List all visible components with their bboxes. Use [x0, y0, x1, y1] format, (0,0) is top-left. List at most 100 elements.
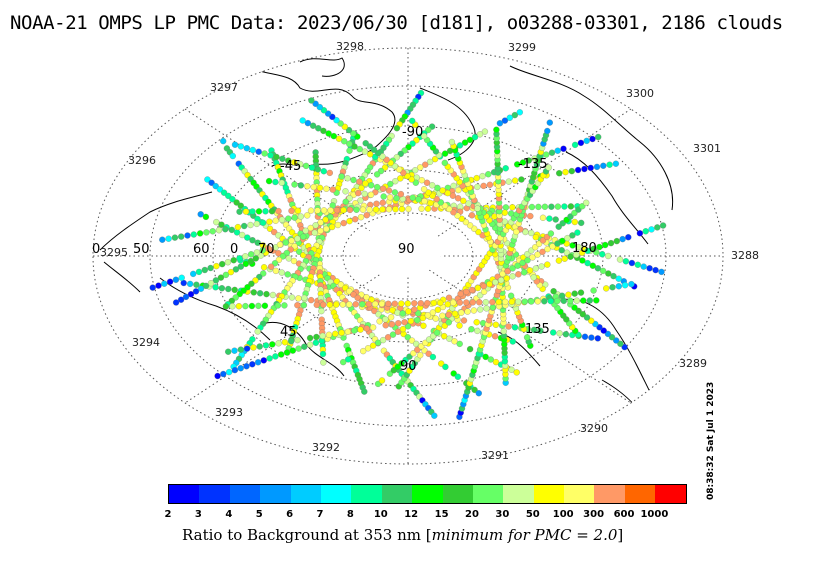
cloud-point	[500, 328, 507, 335]
cloud-point	[468, 326, 475, 333]
cloud-point	[446, 205, 453, 213]
cloud-point	[288, 207, 295, 215]
cloud-point	[186, 280, 194, 288]
cloud-point	[583, 314, 591, 321]
cloud-point	[559, 237, 566, 245]
cloud-point	[314, 166, 322, 173]
cloud-point	[209, 228, 216, 235]
cloud-point	[350, 291, 357, 298]
orbit-label-3295: 3295	[100, 246, 128, 259]
cloud-point	[567, 253, 574, 260]
cloud-point	[379, 199, 386, 206]
colorbar-cell	[594, 485, 625, 503]
cloud-point	[473, 174, 480, 182]
cloud-point	[508, 298, 515, 305]
cloud-point	[361, 148, 369, 155]
cloud-point	[505, 323, 512, 330]
colorbar-cell	[533, 485, 565, 503]
cloud-point	[578, 219, 585, 227]
lon-label-minus45: -45	[280, 159, 301, 174]
cloud-point	[400, 169, 407, 176]
colorbar-tick-label: 2	[164, 509, 172, 520]
cloud-point	[419, 314, 427, 322]
cloud-point	[217, 274, 225, 281]
cloud-point	[482, 353, 489, 361]
cloud-point	[333, 301, 340, 308]
cloud-point	[314, 207, 321, 214]
cloud-point	[207, 280, 215, 287]
cloud-point	[232, 266, 240, 273]
cloud-point	[411, 300, 418, 307]
cloud-point	[583, 137, 590, 145]
cloud-point	[547, 230, 555, 237]
cloud-point	[341, 123, 348, 130]
cloud-point	[439, 312, 446, 319]
cloud-point	[330, 132, 337, 140]
cloud-point	[307, 224, 314, 232]
cloud-point	[371, 307, 378, 315]
orbit-label-3299: 3299	[508, 41, 536, 54]
caption-suffix: ]	[617, 526, 624, 544]
caption-emphasis: minimum for PMC = 2.0	[431, 526, 618, 544]
cloud-point	[379, 185, 387, 192]
cloud-point	[391, 300, 398, 307]
cloud-point	[464, 308, 471, 315]
cloud-point	[302, 162, 310, 170]
cloud-point	[544, 127, 551, 135]
cloud-point	[509, 338, 516, 345]
cloud-point	[503, 275, 510, 282]
colorbar-tick-label: 20	[465, 509, 479, 520]
cloud-point	[382, 316, 389, 323]
cloud-point	[599, 251, 606, 258]
cloud-point	[192, 288, 200, 295]
cloud-point	[222, 271, 230, 279]
cloud-point	[584, 247, 591, 255]
cloud-point	[360, 347, 367, 355]
cloud-point	[404, 300, 411, 307]
cloud-point	[378, 300, 385, 308]
cloud-point	[502, 165, 509, 172]
cloud-point	[225, 285, 232, 293]
cloud-point	[474, 205, 481, 212]
cloud-point	[449, 192, 457, 199]
cloud-point	[290, 257, 298, 265]
cloud-point	[456, 299, 463, 306]
cloud-point	[342, 198, 349, 205]
cloud-point	[391, 163, 399, 170]
cloud-point	[312, 339, 320, 346]
cloud-point	[260, 357, 267, 364]
cloud-point	[250, 289, 257, 296]
cloud-point	[159, 236, 166, 243]
colorbar-tick-label: 300	[583, 509, 605, 520]
cloud-point	[231, 141, 239, 148]
cloud-point	[590, 245, 597, 253]
cloud-point	[530, 326, 538, 334]
cloud-point	[263, 290, 270, 298]
cloud-point	[325, 130, 332, 137]
cloud-point	[385, 187, 393, 194]
cloud-point	[502, 204, 510, 211]
cloud-point	[466, 136, 474, 144]
colorbar-tick-label: 1000	[640, 509, 669, 520]
cloud-point	[538, 263, 545, 270]
cloud-point	[470, 307, 478, 314]
cloud-point	[569, 242, 576, 249]
cloud-point	[220, 189, 228, 196]
cloud-point	[304, 119, 312, 127]
cloud-point	[544, 245, 551, 253]
cloud-point	[468, 286, 476, 294]
cloud-point	[366, 143, 374, 150]
cloud-point	[201, 266, 208, 274]
cloud-point	[581, 165, 588, 173]
cloud-point	[424, 299, 431, 307]
cloud-point	[312, 100, 319, 107]
cloud-point	[431, 412, 438, 419]
cloud-point	[574, 166, 582, 174]
cloud-point	[417, 300, 424, 307]
cloud-point	[454, 212, 461, 219]
colorbar-tick-label: 50	[525, 509, 540, 520]
cloud-point	[329, 186, 336, 193]
cloud-point	[254, 239, 261, 246]
cloud-point	[388, 321, 396, 328]
cloud-point	[593, 163, 601, 171]
